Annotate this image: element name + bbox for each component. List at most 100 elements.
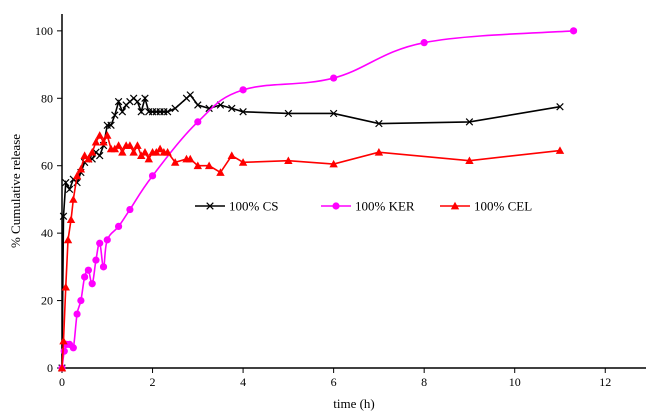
data-point-100-cel bbox=[129, 148, 138, 156]
data-point-100-ker bbox=[420, 39, 428, 47]
data-point-100-ker bbox=[103, 236, 111, 244]
data-point-100-cel bbox=[227, 151, 236, 159]
data-point-100-cel bbox=[125, 141, 135, 149]
data-point-100-cel bbox=[284, 156, 293, 165]
legend-item-100-cel: 100% CEL bbox=[440, 199, 532, 214]
data-point-100-cel bbox=[163, 148, 172, 156]
data-point-100-cs bbox=[141, 94, 149, 103]
data-point-100-ker bbox=[114, 222, 123, 230]
y-tick-label: 20 bbox=[41, 294, 53, 308]
data-point-100-ker bbox=[92, 256, 100, 264]
data-point-100-ker bbox=[148, 172, 157, 180]
axes: 0 20 40 60 80 100 0 2 4 6 8 10 12 bbox=[35, 14, 646, 389]
data-point-100-cel bbox=[140, 148, 150, 156]
data-point-100-cs bbox=[205, 104, 213, 113]
legend-marker bbox=[206, 202, 214, 210]
data-point-100-cel bbox=[103, 131, 112, 139]
legend-label: 100% CEL bbox=[474, 199, 532, 214]
data-point-100-cel bbox=[374, 148, 384, 156]
legend-marker bbox=[450, 201, 460, 210]
data-point-100-cel bbox=[170, 158, 180, 166]
data-point-100-ker bbox=[569, 27, 578, 35]
y-tick-label: 40 bbox=[41, 226, 53, 240]
data-point-100-cel bbox=[465, 156, 474, 165]
data-point-100-cel bbox=[555, 146, 565, 154]
data-point-100-cs bbox=[107, 121, 115, 129]
y-tick-label: 80 bbox=[41, 91, 53, 105]
legend-marker bbox=[332, 202, 340, 210]
data-point-100-cel bbox=[186, 154, 195, 163]
data-point-100-ker bbox=[77, 296, 85, 305]
data-point-100-ker bbox=[73, 310, 81, 318]
series-line-100-cs bbox=[61, 93, 561, 369]
data-point-100-cel bbox=[216, 168, 225, 176]
data-point-100-cs bbox=[95, 151, 104, 160]
series-100-cel bbox=[57, 131, 565, 372]
data-point-100-ker bbox=[99, 263, 108, 271]
data-point-100-cel bbox=[91, 137, 101, 146]
data-point-100-cs bbox=[62, 178, 70, 187]
data-point-100-ker bbox=[69, 344, 77, 352]
data-point-100-cs bbox=[194, 101, 202, 109]
data-point-100-cs bbox=[556, 102, 564, 111]
data-point-100-cel bbox=[63, 235, 73, 244]
data-point-100-cs bbox=[228, 104, 236, 113]
data-point-100-cel bbox=[114, 141, 123, 149]
data-point-100-ker bbox=[330, 74, 338, 82]
data-point-100-cel bbox=[66, 215, 76, 224]
data-point-100-cs bbox=[239, 108, 247, 116]
legend-item-100-ker: 100% KER bbox=[321, 199, 415, 214]
data-point-100-cs bbox=[284, 109, 293, 118]
data-point-100-cs bbox=[163, 108, 172, 116]
data-point-100-ker bbox=[126, 205, 134, 214]
legend-label: 100% KER bbox=[355, 199, 415, 214]
data-point-100-cel bbox=[204, 161, 214, 170]
legend-label: 100% CS bbox=[229, 199, 278, 214]
y-axis-title: % Cumulative release bbox=[8, 134, 23, 248]
x-tick-label: 4 bbox=[240, 375, 246, 389]
series-layer bbox=[57, 27, 578, 372]
data-point-100-cs bbox=[465, 118, 474, 126]
data-point-100-cs bbox=[137, 108, 145, 116]
data-point-100-cel bbox=[118, 148, 127, 156]
data-point-100-cel bbox=[76, 164, 86, 173]
data-point-100-cel bbox=[193, 161, 203, 170]
data-point-100-cs bbox=[118, 108, 127, 116]
x-tick-label: 12 bbox=[599, 375, 611, 389]
data-point-100-cel bbox=[69, 195, 78, 203]
x-tick-label: 2 bbox=[150, 375, 156, 389]
data-point-100-cel bbox=[57, 363, 67, 372]
series-100-cs bbox=[58, 91, 564, 372]
data-point-100-cel bbox=[99, 137, 108, 146]
data-point-100-cel bbox=[84, 154, 93, 163]
x-tick-label: 8 bbox=[421, 375, 427, 389]
data-point-100-ker bbox=[96, 239, 104, 247]
data-point-100-cel bbox=[238, 158, 248, 166]
y-tick-label: 100 bbox=[35, 24, 53, 38]
data-point-100-cs bbox=[65, 185, 74, 194]
data-point-100-cs bbox=[114, 97, 123, 106]
data-point-100-cel bbox=[95, 131, 104, 139]
data-point-100-cs bbox=[171, 104, 179, 113]
data-point-100-cel bbox=[155, 144, 165, 153]
data-point-100-ker bbox=[81, 273, 89, 281]
data-point-100-cel bbox=[59, 336, 68, 345]
data-point-100-cel bbox=[133, 141, 142, 149]
data-point-100-cs bbox=[59, 212, 68, 221]
data-point-100-cel bbox=[329, 159, 338, 168]
data-point-100-cel bbox=[72, 171, 82, 180]
legend: 100% CS 100% KER 100% CEL bbox=[195, 199, 532, 214]
data-point-100-ker bbox=[84, 266, 92, 274]
data-point-100-cel bbox=[80, 151, 89, 159]
y-tick-label: 0 bbox=[47, 361, 53, 375]
data-point-100-cel bbox=[87, 148, 97, 156]
data-point-100-ker bbox=[88, 280, 96, 288]
series-line-100-cel bbox=[61, 133, 561, 369]
data-point-100-ker bbox=[239, 86, 247, 94]
data-point-100-cel bbox=[144, 154, 153, 163]
data-point-100-ker bbox=[60, 347, 68, 355]
data-point-100-cs bbox=[329, 109, 338, 118]
x-axis-title: time (h) bbox=[333, 396, 375, 411]
x-tick-label: 0 bbox=[59, 375, 65, 389]
